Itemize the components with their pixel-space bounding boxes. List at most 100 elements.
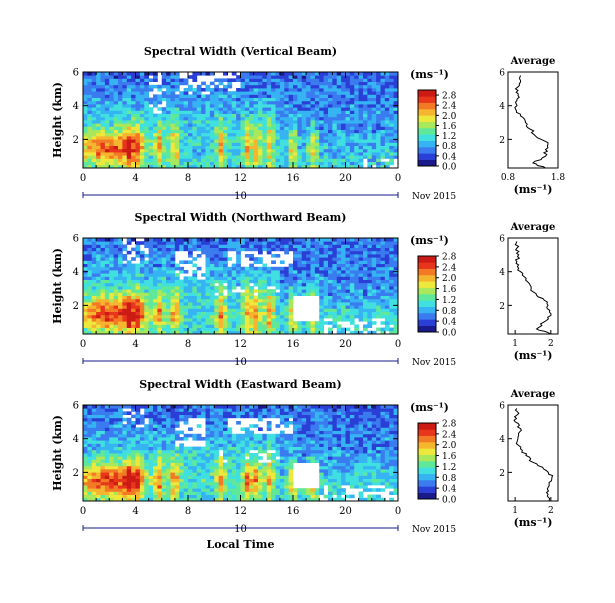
- heatmap-cell: [332, 286, 337, 290]
- heatmap-cell: [341, 257, 346, 261]
- heatmap-cell: [328, 75, 333, 79]
- heatmap-cell: [118, 85, 123, 89]
- heatmap-cell: [258, 85, 263, 89]
- heatmap-cell: [341, 91, 346, 95]
- heatmap-cell: [201, 98, 206, 102]
- heatmap-cell: [87, 162, 92, 166]
- heatmap-cell: [389, 264, 394, 268]
- heatmap-cell: [346, 264, 351, 268]
- heatmap-cell: [232, 126, 237, 130]
- heatmap-cell: [140, 251, 145, 255]
- heatmap-cell: [136, 82, 141, 86]
- heatmap-cell: [136, 91, 141, 95]
- heatmap-cell: [175, 283, 180, 287]
- x-tick-label: 4: [132, 339, 138, 350]
- heatmap-cell: [109, 450, 114, 454]
- heatmap-cell: [179, 405, 184, 409]
- heatmap-cell: [302, 126, 307, 130]
- heatmap-cell: [127, 459, 132, 463]
- heatmap-cell: [162, 280, 167, 284]
- heatmap-cell: [184, 418, 189, 422]
- heatmap-cell: [219, 270, 224, 274]
- heatmap-cell: [227, 136, 232, 140]
- heatmap-cell: [157, 273, 162, 277]
- heatmap-cell: [249, 152, 254, 156]
- heatmap-cell: [337, 324, 342, 328]
- heatmap-cell: [87, 434, 92, 438]
- heatmap-cell: [206, 158, 211, 162]
- heatmap-cell: [223, 270, 228, 274]
- heatmap-cell: [109, 456, 114, 460]
- heatmap-cell: [157, 98, 162, 102]
- heatmap-cell: [262, 158, 267, 162]
- heatmap-cell: [214, 270, 219, 274]
- heatmap-cell: [363, 139, 368, 143]
- heatmap-cell: [166, 91, 171, 95]
- heatmap-cell: [118, 257, 123, 261]
- heatmap-cell: [140, 431, 145, 435]
- heatmap-cell: [249, 123, 254, 127]
- heatmap-cell: [114, 254, 119, 258]
- heatmap-cell: [83, 75, 88, 79]
- heatmap-cell: [83, 418, 88, 422]
- heatmap-cell: [192, 315, 197, 319]
- heatmap-cell: [127, 411, 132, 415]
- heatmap-cell: [87, 149, 92, 153]
- heatmap-cell: [149, 405, 154, 409]
- heatmap-cell: [219, 267, 224, 271]
- heatmap-cell: [131, 123, 136, 127]
- heatmap-cell: [149, 248, 154, 252]
- heatmap-cell: [162, 149, 167, 153]
- heatmap-cell: [372, 72, 377, 76]
- heatmap-cell: [149, 292, 154, 296]
- heatmap-cell: [236, 142, 241, 146]
- heatmap-cell: [162, 136, 167, 140]
- heatmap-cell: [162, 292, 167, 296]
- heatmap-cell: [118, 318, 123, 322]
- heatmap-cell: [114, 270, 119, 274]
- heatmap-cell: [144, 149, 149, 153]
- heatmap-cell: [376, 146, 381, 150]
- heatmap-cell: [341, 299, 346, 303]
- heatmap-cell: [258, 94, 263, 98]
- heatmap-cell: [381, 94, 386, 98]
- heatmap-cell: [341, 117, 346, 121]
- colorbar-segment: [418, 281, 436, 288]
- heatmap-cell: [241, 280, 246, 284]
- heatmap-cell: [144, 488, 149, 492]
- heatmap-cell: [131, 415, 136, 419]
- heatmap-cell: [162, 283, 167, 287]
- heatmap-cell: [389, 286, 394, 290]
- heatmap-cell: [144, 155, 149, 159]
- heatmap-cell: [131, 126, 136, 130]
- heatmap-cell: [109, 117, 114, 121]
- heatmap-cell: [311, 238, 316, 242]
- heatmap-cell: [83, 130, 88, 134]
- heatmap-cell: [223, 94, 228, 98]
- heatmap-cell: [179, 321, 184, 325]
- heatmap-cell: [136, 104, 141, 108]
- heatmap-cell: [184, 139, 189, 143]
- profile-y-tick-label: 6: [499, 69, 505, 79]
- heatmap-cell: [101, 241, 106, 245]
- heatmap-cell: [214, 296, 219, 300]
- heatmap-cell: [92, 447, 97, 451]
- heatmap-cell: [83, 456, 88, 460]
- heatmap-cell: [284, 308, 289, 312]
- heatmap-cell: [144, 324, 149, 328]
- heatmap-cell: [179, 126, 184, 130]
- heatmap-cell: [201, 126, 206, 130]
- heatmap-cell: [171, 488, 176, 492]
- colorbar-tick-label: 2.8: [442, 92, 457, 102]
- heatmap-cell: [136, 479, 141, 483]
- heatmap-cell: [324, 312, 329, 316]
- heatmap-cell: [258, 146, 263, 150]
- heatmap-cell: [114, 495, 119, 499]
- heatmap-cell: [162, 98, 167, 102]
- heatmap-cell: [144, 447, 149, 451]
- heatmap-cell: [236, 158, 241, 162]
- heatmap-cell: [144, 267, 149, 271]
- heatmap-cell: [201, 82, 206, 86]
- heatmap-cell: [372, 104, 377, 108]
- heatmap-cell: [289, 324, 294, 328]
